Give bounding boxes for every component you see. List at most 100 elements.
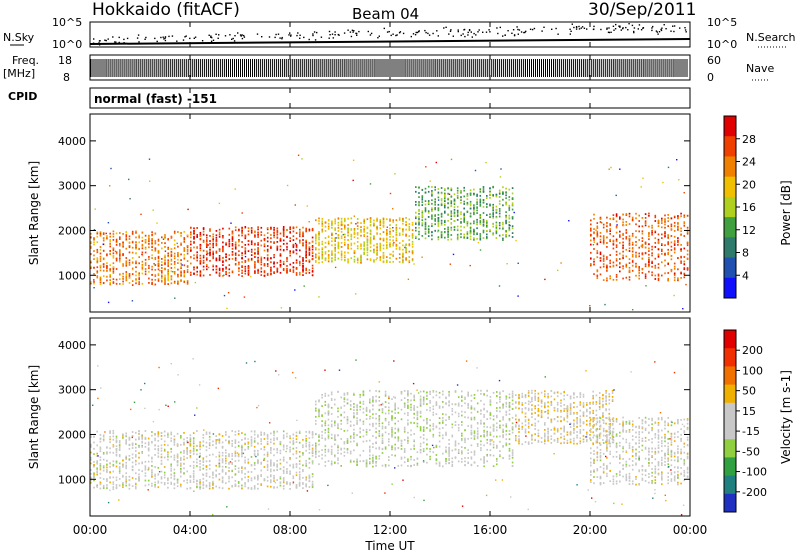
heatmap-cell [482,186,485,188]
heatmap-cell [148,234,150,237]
heatmap-cell [418,233,420,236]
nsky-point [437,35,439,37]
heatmap-cell [96,266,99,269]
heatmap-cell [263,264,266,267]
heatmap-cell [270,468,272,471]
heatmap-cell [508,198,511,201]
heatmap-cell [641,230,644,233]
heatmap-cell [119,243,121,245]
heatmap-cell [119,238,121,240]
heatmap-cell [241,466,243,468]
heatmap-cell [415,223,417,225]
heatmap-cell [144,262,147,264]
heatmap-cell [190,227,192,229]
heatmap-cell [163,474,166,476]
heatmap-cell [273,265,275,268]
heatmap-cell [641,272,644,274]
heatmap-cell [177,252,179,254]
heatmap-cell [311,227,314,230]
heatmap-cell [163,440,166,443]
heatmap-cell [106,266,108,268]
heatmap-cell [486,230,488,232]
heatmap-cell [154,279,157,281]
heatmap-cell [498,285,501,287]
heatmap-cell [266,263,269,265]
heatmap-cell [257,270,259,272]
heatmap-cell [231,230,234,233]
heatmap-cell [196,256,198,259]
heatmap-cell [119,254,121,257]
heatmap-cell [415,229,417,232]
heatmap-cell [129,198,131,200]
heatmap-cell [657,242,660,245]
heatmap-cell [431,238,433,241]
heatmap-cell [334,240,336,242]
heatmap-cell [138,462,140,465]
heatmap-cell [189,455,192,457]
heatmap-cell [228,271,231,274]
heatmap-cell [225,462,227,465]
heatmap-cell [263,239,266,242]
heatmap-cell [369,242,372,245]
heatmap-cell [286,432,288,435]
heatmap-cell [609,277,611,280]
heatmap-cell [228,268,231,271]
heatmap-cell [680,230,682,233]
heatmap-cell [431,231,433,234]
heatmap-cell [379,244,382,247]
heatmap-cell [270,470,272,473]
nsky-point [467,34,469,36]
nsky-point [457,30,459,33]
heatmap-cell [686,268,689,270]
heatmap-cell [99,269,102,272]
heatmap-cell [651,271,653,274]
heatmap-cell [389,242,391,244]
heatmap-cell [360,222,362,224]
heatmap-cell [247,441,250,444]
heatmap-cell [94,208,96,210]
heatmap-cell [344,219,346,221]
nsky-point [633,27,636,29]
heatmap-cell [228,487,230,490]
heatmap-cell [593,258,595,261]
heatmap-cell [215,243,218,245]
heatmap-cell [208,482,211,484]
heatmap-cell [447,238,449,241]
heatmap-cell [476,207,478,209]
nsky-point [638,24,641,26]
heatmap-cell [424,218,427,221]
heatmap-cell [292,230,295,233]
heatmap-cell [234,460,237,462]
heatmap-cell [170,236,173,239]
heatmap-cell [119,278,121,280]
heatmap-cell [311,240,314,243]
heatmap-cell [305,246,307,249]
heatmap-cell [96,455,98,457]
heatmap-cell [640,245,642,247]
heatmap-cell [112,262,115,265]
heatmap-cell [125,476,127,478]
heatmap-cell [225,451,227,454]
heatmap-cell [602,279,605,281]
heatmap-cell [505,235,507,238]
heatmap-cell [199,481,201,484]
heatmap-cell [128,437,131,440]
heatmap-cell [189,450,192,453]
heatmap-cell [270,460,272,463]
heatmap-cell [331,221,333,224]
heatmap-cell [167,254,169,257]
heatmap-cell [90,267,92,269]
heatmap-cell [463,195,465,198]
heatmap-cell [413,263,415,265]
heatmap-cell [215,446,217,449]
heatmap-cell [305,442,307,445]
heatmap-cell [635,241,637,243]
heatmap-cell [215,485,217,488]
heatmap-cell [369,238,372,241]
heatmap-cell [602,241,605,243]
heatmap-cell [641,252,644,255]
heatmap-cell [141,444,143,447]
heatmap-cell [473,237,475,240]
heatmap-cell [664,231,666,233]
heatmap-cell [677,241,679,244]
